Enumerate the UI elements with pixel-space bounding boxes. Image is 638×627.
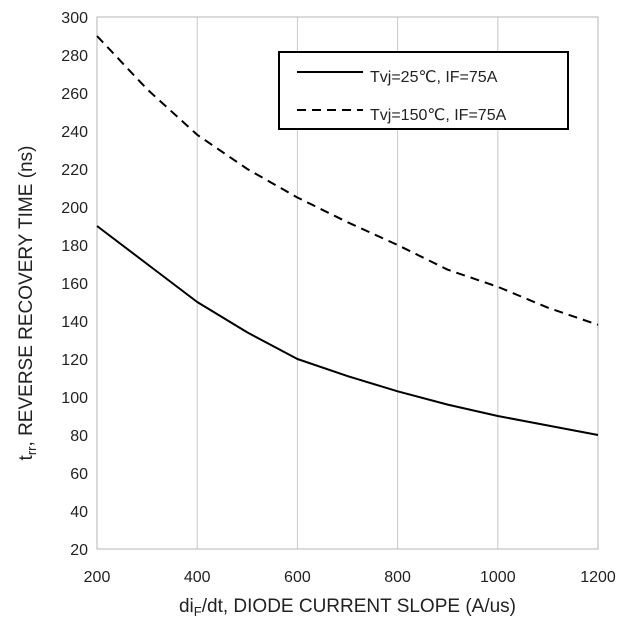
y-tick-label: 180 <box>61 238 88 255</box>
x-tick-label: 800 <box>384 569 411 586</box>
y-tick-label: 80 <box>70 428 88 445</box>
y-tick-label: 300 <box>61 10 88 27</box>
plot-frame <box>96 16 599 550</box>
y-tick-label: 140 <box>61 314 88 331</box>
y-tick-label: 260 <box>61 86 88 103</box>
y-tick-label: 60 <box>70 466 88 483</box>
x-tick-label: 600 <box>284 569 311 586</box>
y-tick-label: 20 <box>70 542 88 559</box>
legend-label-tvj-25: Tvj=25℃, IF=75A <box>370 69 498 86</box>
y-tick-label: 160 <box>61 276 88 293</box>
x-axis-title: diF/dt, DIODE CURRENT SLOPE (A/us) <box>179 596 516 619</box>
y-tick-labels: 20 40 60 80 100 120 140 160 180 200 220 240 260 280 30… <box>61 10 88 559</box>
series-line-0 <box>96 225 599 436</box>
y-tick-label: 100 <box>61 390 88 407</box>
x-tick-labels: 200 400 600 800 1000 1200 <box>84 569 616 586</box>
y-tick-label: 200 <box>61 200 88 217</box>
x-tick-label: 200 <box>84 569 111 586</box>
legend: Tvj=25℃, IF=75A Tvj=150℃, IF=75A <box>278 51 569 130</box>
legend-box <box>278 51 569 130</box>
x-tick-label: 1200 <box>580 569 616 586</box>
series-line-1 <box>96 35 599 326</box>
x-tick-label: 400 <box>184 569 211 586</box>
x-tick-label: 1000 <box>480 569 516 586</box>
y-tick-label: 120 <box>61 352 88 369</box>
y-axis-title: trr, REVERSE RECOVERY TIME (ns) <box>16 146 39 461</box>
series-lines <box>96 35 599 436</box>
y-tick-label: 240 <box>61 124 88 141</box>
y-tick-label: 40 <box>70 504 88 521</box>
y-tick-label: 220 <box>61 162 88 179</box>
y-tick-label: 280 <box>61 48 88 65</box>
legend-label-tvj-150: Tvj=150℃, IF=75A <box>370 107 507 124</box>
